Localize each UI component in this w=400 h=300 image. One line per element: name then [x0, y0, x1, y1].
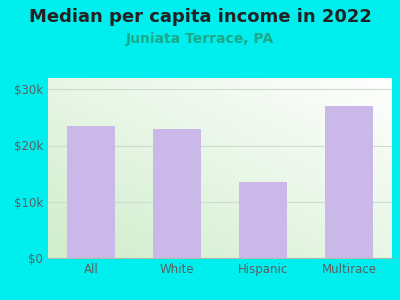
Text: Juniata Terrace, PA: Juniata Terrace, PA	[126, 32, 274, 46]
Text: Median per capita income in 2022: Median per capita income in 2022	[28, 8, 372, 26]
Bar	[153, 129, 201, 258]
Bar	[67, 126, 115, 258]
Bar	[239, 182, 287, 258]
Bar	[325, 106, 373, 258]
